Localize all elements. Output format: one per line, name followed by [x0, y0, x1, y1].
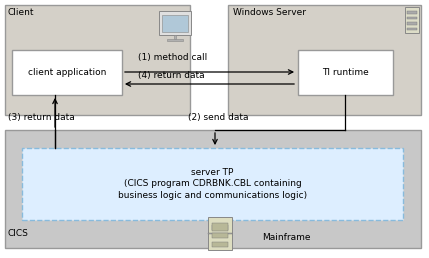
Bar [407, 17, 417, 20]
Bar [208, 216, 232, 249]
Text: (4) return data: (4) return data [138, 71, 205, 80]
Text: Mainframe: Mainframe [262, 233, 311, 242]
Bar [228, 5, 421, 115]
Text: server TP
(CICS program CDRBNK.CBL containing
business logic and communications : server TP (CICS program CDRBNK.CBL conta… [118, 168, 307, 200]
Bar [407, 28, 417, 30]
Bar [298, 50, 393, 95]
Bar [212, 222, 228, 231]
Bar [22, 148, 403, 220]
Text: (1) method call: (1) method call [138, 53, 207, 62]
Text: TI runtime: TI runtime [322, 68, 369, 77]
Text: client application: client application [28, 68, 106, 77]
Text: Client: Client [8, 8, 34, 17]
Bar [5, 130, 421, 248]
Bar [212, 242, 228, 246]
Bar [5, 5, 190, 115]
Bar [407, 22, 417, 25]
Text: CICS: CICS [8, 229, 29, 238]
Bar [174, 35, 176, 39]
Bar [12, 50, 122, 95]
Text: (3) return data: (3) return data [8, 113, 75, 122]
Bar [163, 15, 187, 32]
Bar [208, 232, 232, 234]
Bar [167, 39, 183, 41]
Text: Windows Server: Windows Server [233, 8, 306, 17]
Bar [212, 225, 228, 230]
Bar [159, 11, 191, 35]
Bar [405, 7, 419, 33]
Bar [212, 233, 228, 238]
Bar [407, 11, 417, 14]
Text: (2) send data: (2) send data [188, 113, 248, 122]
